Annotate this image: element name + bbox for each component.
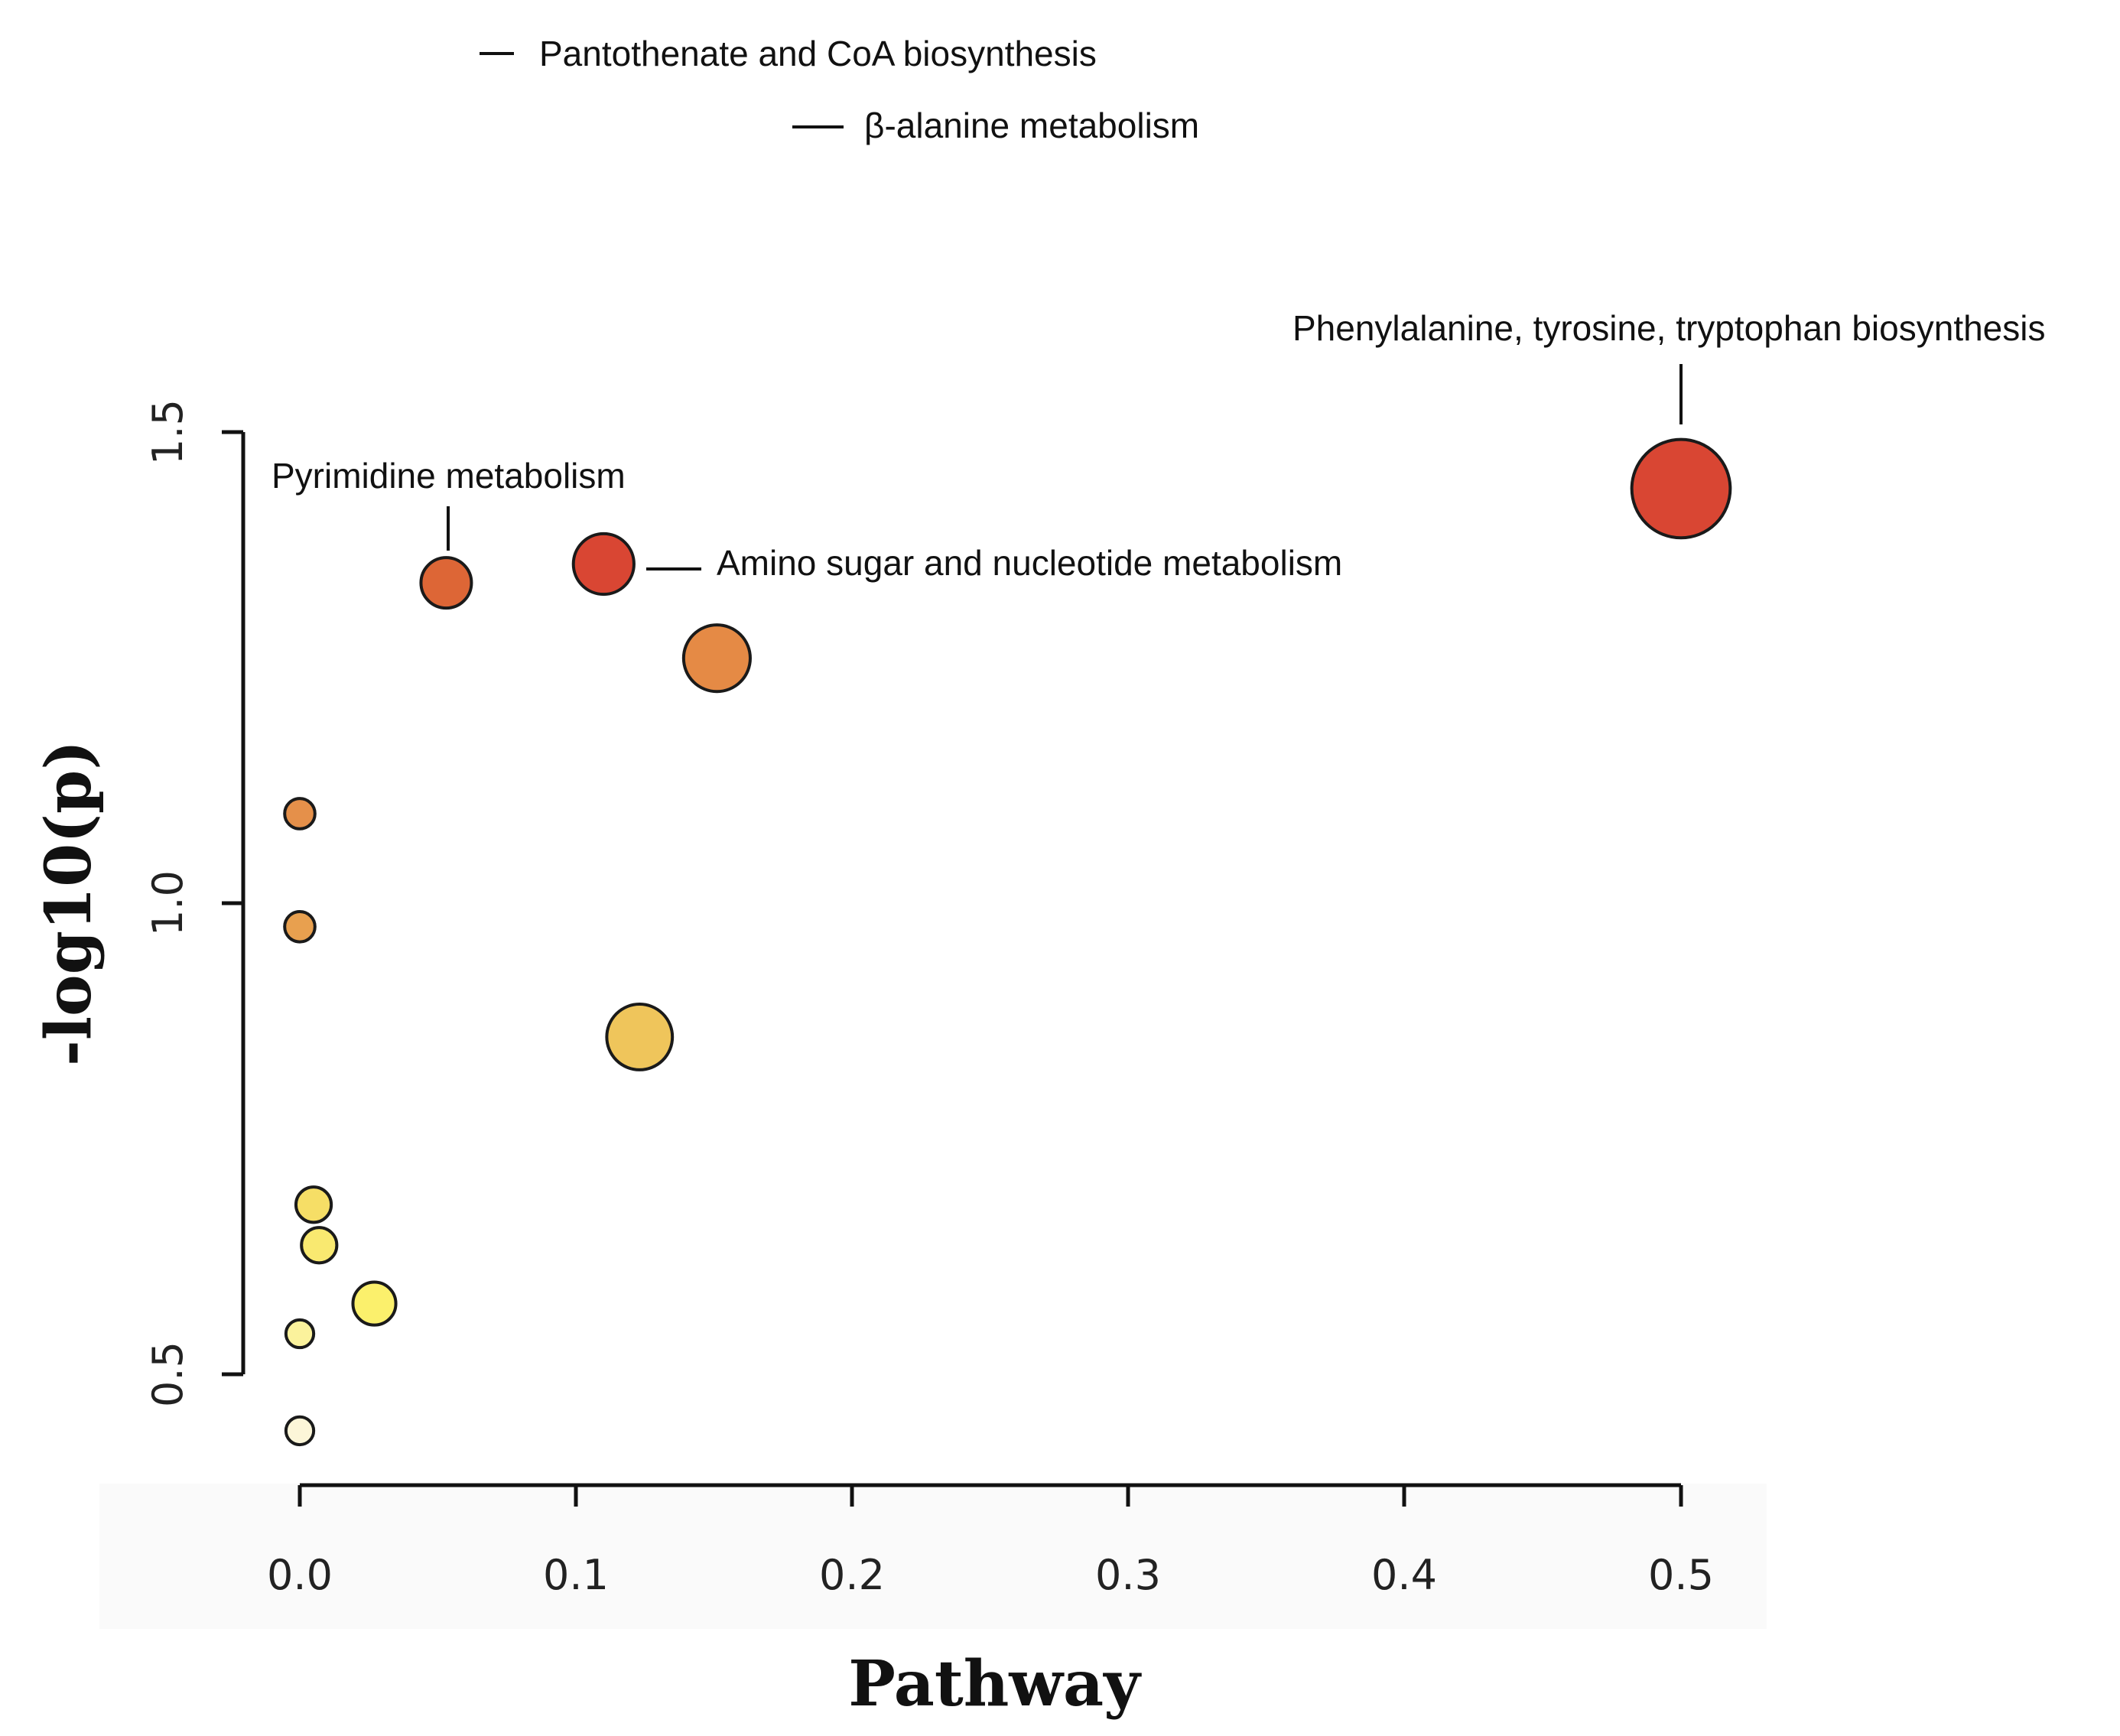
bubble-amino-sugar <box>571 532 636 597</box>
bubble-p8 <box>283 910 317 944</box>
x-tick-label-5: 0.5 <box>1648 1551 1714 1599</box>
y-axis-title: -log10(p) <box>32 740 106 1066</box>
x-tick-label-1: 0.1 <box>543 1551 609 1599</box>
bubble-p12 <box>351 1280 398 1327</box>
label-beta-alanine: β-alanine metabolism <box>864 106 1199 145</box>
label-phenylalanine: Phenylalanine, tyrosine, tryptophan bios… <box>1292 308 2046 348</box>
bubble-p11 <box>300 1226 339 1265</box>
x-axis-band <box>99 1484 1767 1629</box>
bubble-layer <box>283 437 1732 1447</box>
label-pantothenate: Pantothenate and CoA biosynthesis <box>539 34 1097 73</box>
y-tick-label-2: 1.5 <box>144 399 192 465</box>
bubble-p13 <box>284 1318 316 1350</box>
x-tick-label-0: 0.0 <box>267 1551 333 1599</box>
x-tick-label-3: 0.3 <box>1095 1551 1161 1599</box>
bubble-p10 <box>294 1185 333 1224</box>
bubble-p14 <box>284 1415 316 1447</box>
bubble-pyrimidine <box>419 556 473 610</box>
bubble-p7 <box>283 797 317 831</box>
x-tick-label-2: 0.2 <box>819 1551 885 1599</box>
bubble-p6 <box>681 623 752 694</box>
y-tick-label-0: 0.5 <box>144 1341 192 1407</box>
y-tick-label-1: 1.0 <box>144 870 192 936</box>
label-pyrimidine: Pyrimidine metabolism <box>272 456 626 496</box>
x-tick-label-4: 0.4 <box>1371 1551 1437 1599</box>
bubble-p9 <box>605 1003 675 1071</box>
bubble-phenylalanine <box>1630 437 1732 540</box>
label-amino-sugar: Amino sugar and nucleotide metabolism <box>717 543 1342 583</box>
x-axis-title: Pathway <box>848 1647 1142 1721</box>
